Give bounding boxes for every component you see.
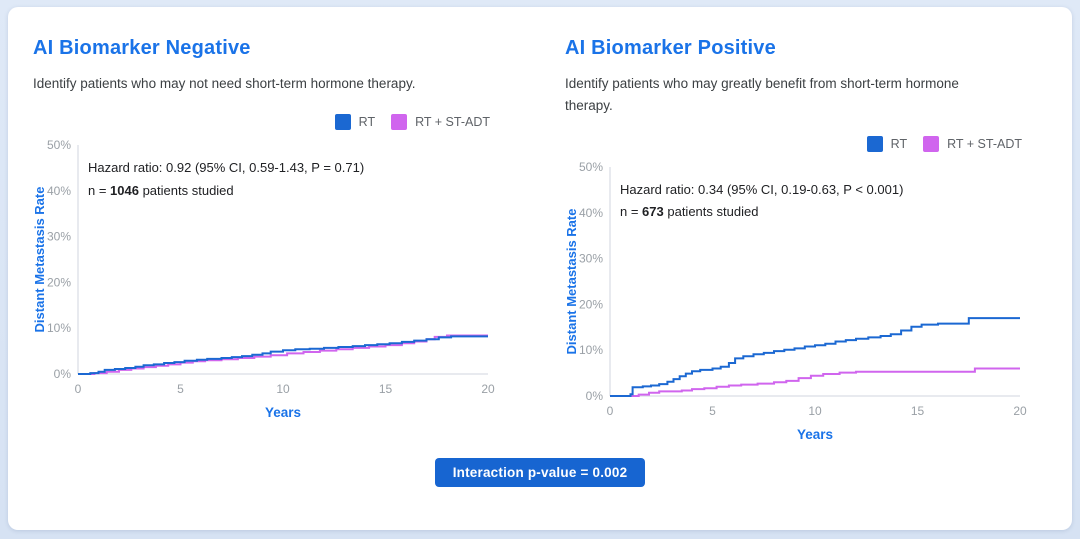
svg-text:40%: 40%: [579, 206, 603, 220]
legend-swatch-rt: [334, 113, 351, 130]
n-patients-text: n = 673 patients studied: [620, 204, 759, 220]
legend-swatch-st-adt: [391, 113, 408, 130]
legend-label-st-adt: RT + ST-ADT: [415, 114, 490, 129]
panels-row: AI Biomarker Negative Identify patients …: [33, 37, 1047, 442]
legend-swatch-st-adt: [923, 135, 940, 152]
panel-subtitle-positive: Identify patients who may greatly benefi…: [565, 76, 959, 113]
svg-text:15: 15: [379, 382, 393, 396]
svg-text:50%: 50%: [47, 138, 71, 152]
svg-text:20%: 20%: [47, 275, 71, 289]
legend: RT RT + ST-ADT: [33, 113, 498, 131]
survival-chart-positive: 0% 10% 20% 30% 40% 50% 0 5 10 15 20 Distant Metasta…: [565, 160, 1027, 418]
svg-text:30%: 30%: [579, 251, 603, 265]
legend: RT RT + ST-ADT: [565, 135, 1030, 153]
legend-label-rt: RT: [890, 136, 908, 151]
svg-text:0%: 0%: [586, 389, 604, 403]
svg-text:0: 0: [607, 404, 614, 418]
svg-text:10%: 10%: [579, 343, 603, 357]
legend-label-st-adt: RT + ST-ADT: [947, 136, 1022, 151]
interaction-p-value-badge: Interaction p-value = 0.002: [434, 457, 646, 487]
n-patients-text: n = 1046 patients studied: [88, 182, 234, 198]
panel-title-positive: AI Biomarker Positive: [565, 37, 776, 59]
svg-text:Distant Metastasis Rate: Distant Metastasis Rate: [565, 208, 579, 354]
svg-text:5: 5: [709, 404, 716, 418]
svg-text:20: 20: [481, 382, 495, 396]
hazard-annotation-positive: Hazard ratio: 0.34 (95% CI, 0.19-0.63, P…: [620, 179, 903, 225]
x-axis-label-negative: Years: [264, 404, 302, 420]
legend-swatch-rt: [866, 135, 883, 152]
svg-text:50%: 50%: [579, 160, 603, 174]
svg-text:10%: 10%: [47, 321, 71, 335]
chart-biomarker-negative: 0% 10% 20% 30% 40% 50% 0 5 10 15 20 Distant Metasta…: [33, 133, 513, 420]
svg-text:0: 0: [75, 382, 82, 396]
panel-subtitle-negative: Identify patients who may not need short…: [33, 76, 416, 91]
x-axis-label-positive: Years: [796, 426, 834, 442]
svg-text:30%: 30%: [47, 229, 71, 243]
svg-text:10: 10: [808, 404, 822, 418]
svg-text:0%: 0%: [54, 367, 72, 381]
survival-chart-negative: 0% 10% 20% 30% 40% 50% 0 5 10 15 20 Distant Metasta…: [33, 138, 495, 396]
svg-text:Distant Metastasis Rate: Distant Metastasis Rate: [33, 186, 47, 332]
panel-biomarker-negative: AI Biomarker Negative Identify patients …: [33, 37, 513, 442]
hazard-ratio-text: Hazard ratio: 0.34 (95% CI, 0.19-0.63, P…: [620, 181, 904, 197]
hazard-annotation-negative: Hazard ratio: 0.92 (95% CI, 0.59-1.43, P…: [88, 157, 364, 203]
hazard-ratio-text: Hazard ratio: 0.92 (95% CI, 0.59-1.43, P…: [88, 159, 365, 175]
results-card: AI Biomarker Negative Identify patients …: [8, 7, 1072, 530]
svg-text:40%: 40%: [47, 184, 71, 198]
panel-title-negative: AI Biomarker Negative: [33, 37, 251, 59]
panel-biomarker-positive: AI Biomarker Positive Identify patients …: [565, 37, 1045, 442]
svg-text:10: 10: [276, 382, 290, 396]
svg-text:20: 20: [1013, 404, 1027, 418]
legend-label-rt: RT: [358, 114, 376, 129]
svg-text:15: 15: [911, 404, 925, 418]
footer: Interaction p-value = 0.002: [33, 457, 1047, 487]
chart-biomarker-positive: 0% 10% 20% 30% 40% 50% 0 5 10 15 20 Distant Metasta…: [565, 155, 1045, 442]
svg-text:20%: 20%: [579, 297, 603, 311]
svg-text:5: 5: [177, 382, 184, 396]
